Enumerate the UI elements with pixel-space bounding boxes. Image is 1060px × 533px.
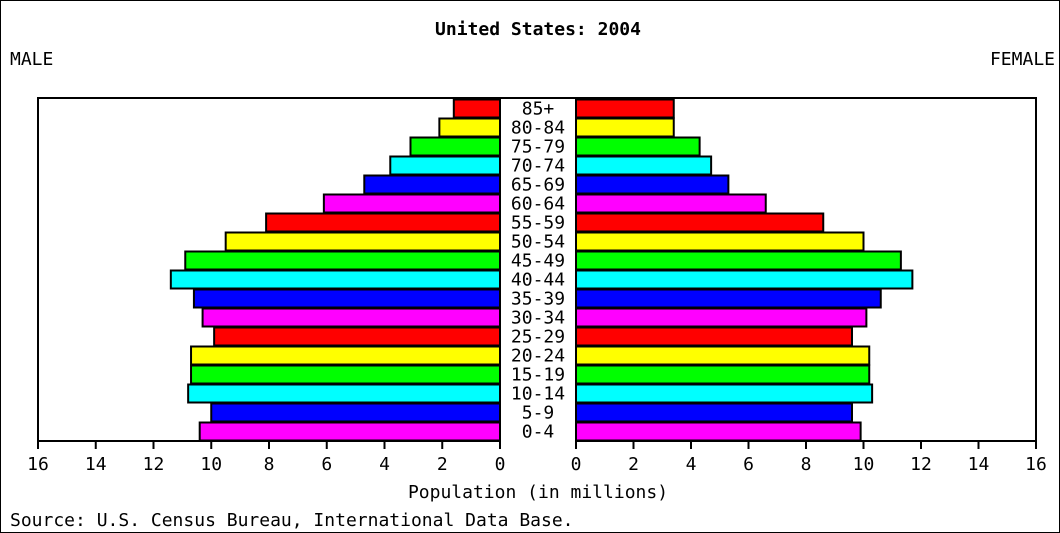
age-label: 35-39 bbox=[511, 289, 565, 310]
bar-male bbox=[187, 383, 501, 404]
bar-female bbox=[575, 231, 865, 252]
age-label: 75-79 bbox=[511, 137, 565, 158]
bar-female bbox=[575, 269, 914, 290]
bar-female bbox=[575, 402, 853, 423]
age-label: 45-49 bbox=[511, 251, 565, 272]
bar-female bbox=[575, 136, 701, 157]
age-label: 25-29 bbox=[511, 327, 565, 348]
age-label: 60-64 bbox=[511, 194, 565, 215]
bar-female bbox=[575, 155, 713, 176]
bar-female bbox=[575, 288, 882, 309]
bar-male bbox=[452, 98, 501, 119]
x-tick-label: 10 bbox=[200, 454, 222, 475]
bar-male bbox=[192, 288, 502, 309]
bar-male bbox=[198, 421, 501, 442]
age-label: 0-4 bbox=[522, 422, 555, 443]
x-tick-label: 16 bbox=[27, 454, 49, 475]
bar-male bbox=[265, 212, 501, 233]
age-label: 55-59 bbox=[511, 213, 565, 234]
chart-title: United States: 2004 bbox=[435, 19, 641, 40]
bar-male bbox=[169, 269, 501, 290]
x-tick-label: 4 bbox=[686, 454, 697, 475]
bar-male bbox=[224, 231, 501, 252]
bar-female bbox=[575, 383, 874, 404]
bar-female bbox=[575, 307, 868, 328]
x-tick-label: 16 bbox=[1025, 454, 1047, 475]
x-axis-label: Population (in millions) bbox=[408, 482, 668, 503]
age-label: 85+ bbox=[522, 99, 555, 120]
bar-male bbox=[322, 193, 501, 214]
bar-female bbox=[575, 250, 902, 271]
x-tick-label: 2 bbox=[437, 454, 448, 475]
bar-female bbox=[575, 174, 730, 195]
bar-female bbox=[575, 193, 767, 214]
bar-female bbox=[575, 117, 675, 138]
x-tick-label: 4 bbox=[379, 454, 390, 475]
x-tick-label: 12 bbox=[143, 454, 165, 475]
source: Source: U.S. Census Bureau, Internationa… bbox=[10, 510, 574, 531]
bar-female bbox=[575, 326, 853, 347]
bar-female bbox=[575, 98, 675, 119]
age-label: 65-69 bbox=[511, 175, 565, 196]
bar-male bbox=[363, 174, 501, 195]
bar-male bbox=[190, 345, 501, 366]
legend-female: FEMALE bbox=[990, 49, 1055, 70]
bar-male bbox=[438, 117, 501, 138]
bar-female bbox=[575, 212, 825, 233]
bar-male bbox=[201, 307, 501, 328]
age-label: 10-14 bbox=[511, 384, 565, 405]
x-tick-label: 10 bbox=[853, 454, 875, 475]
age-label: 70-74 bbox=[511, 156, 565, 177]
bar-male bbox=[213, 326, 501, 347]
x-tick-label: 8 bbox=[801, 454, 812, 475]
x-tick-label: 0 bbox=[571, 454, 582, 475]
bar-male bbox=[210, 402, 501, 423]
bar-female bbox=[575, 364, 871, 385]
bar-male bbox=[190, 364, 501, 385]
x-tick-label: 14 bbox=[968, 454, 990, 475]
x-tick-label: 2 bbox=[628, 454, 639, 475]
age-label: 50-54 bbox=[511, 232, 565, 253]
bar-male bbox=[409, 136, 501, 157]
x-tick-label: 12 bbox=[910, 454, 932, 475]
bar-male bbox=[184, 250, 501, 271]
x-tick-label: 6 bbox=[321, 454, 332, 475]
plot-frame bbox=[37, 97, 1037, 441]
age-label: 5-9 bbox=[522, 403, 555, 424]
bar-female bbox=[575, 421, 862, 442]
legend-male: MALE bbox=[10, 49, 53, 70]
age-label: 80-84 bbox=[511, 118, 565, 139]
x-tick-label: 8 bbox=[264, 454, 275, 475]
bar-female bbox=[575, 345, 871, 366]
age-label: 20-24 bbox=[511, 346, 565, 367]
age-label: 40-44 bbox=[511, 270, 565, 291]
x-tick-label: 14 bbox=[85, 454, 107, 475]
x-tick-label: 0 bbox=[495, 454, 506, 475]
bar-male bbox=[389, 155, 501, 176]
age-label: 15-19 bbox=[511, 365, 565, 386]
age-label: 30-34 bbox=[511, 308, 565, 329]
x-tick-label: 6 bbox=[743, 454, 754, 475]
